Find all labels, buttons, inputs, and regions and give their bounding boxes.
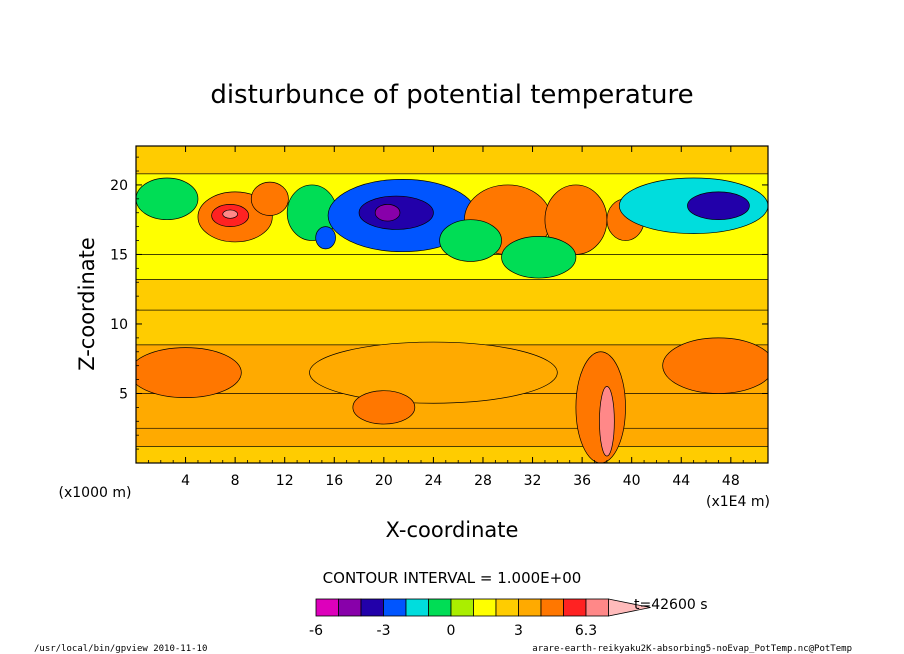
y-tick-label: 15 bbox=[110, 247, 128, 263]
contour-band-8 bbox=[136, 146, 768, 175]
x-tick-label: 36 bbox=[573, 473, 591, 489]
colorbar-tick-label: 3 bbox=[514, 623, 523, 639]
contour-feature-15 bbox=[374, 204, 401, 222]
colorbar-swatch bbox=[338, 598, 362, 617]
contour-feature-1 bbox=[662, 337, 768, 394]
contour-band-6 bbox=[136, 254, 768, 280]
contour-feature-10 bbox=[136, 177, 199, 221]
y-tick-label: 10 bbox=[110, 317, 128, 333]
contour-feature-2 bbox=[309, 341, 558, 404]
contour-feature-0 bbox=[136, 347, 242, 398]
colorbar-swatch bbox=[450, 598, 474, 617]
x-tick-label: 48 bbox=[722, 473, 740, 489]
colorbar-swatch bbox=[495, 598, 519, 617]
colorbar-swatch bbox=[360, 598, 384, 617]
x-tick-label: 16 bbox=[325, 473, 343, 489]
colorbar-swatch bbox=[563, 598, 587, 617]
y-unit-label: (x1000 m) bbox=[59, 485, 132, 501]
contour-field bbox=[136, 146, 768, 463]
plot-frame bbox=[135, 145, 769, 464]
x-tick-label: 44 bbox=[672, 473, 690, 489]
colorbar-tick-label: 6.3 bbox=[575, 623, 597, 639]
contour-feature-5 bbox=[352, 390, 416, 425]
x-axis-ticks: 4 8 12 16 20 24 28 32 36 40 44 48 bbox=[147, 146, 757, 489]
contour-feature-12 bbox=[315, 226, 336, 250]
y-tick-label: 5 bbox=[119, 386, 128, 402]
colorbar-tick-label: -3 bbox=[377, 623, 391, 639]
contour-interval-label: CONTOUR INTERVAL = 1.000E+00 bbox=[323, 569, 582, 587]
x-tick-label: 8 bbox=[231, 473, 240, 489]
colorbar-tick-label: -6 bbox=[309, 623, 323, 639]
footer-left: /usr/local/bin/gpview 2010-11-10 bbox=[34, 644, 207, 654]
x-axis-label: X-coordinate bbox=[386, 518, 519, 542]
colorbar-swatch bbox=[585, 598, 609, 617]
contour-band-1 bbox=[136, 427, 768, 447]
y-axis-ticks: 5 10 15 20 bbox=[110, 156, 768, 450]
contour-feature-8 bbox=[222, 209, 238, 219]
x-tick-label: 40 bbox=[623, 473, 641, 489]
colorbar-swatch bbox=[473, 598, 497, 617]
contour-feature-21 bbox=[687, 191, 750, 221]
time-label: t=42600 s bbox=[634, 597, 708, 613]
colorbar-swatch bbox=[315, 598, 339, 617]
contour-feature-9 bbox=[250, 181, 289, 216]
x-tick-label: 20 bbox=[375, 473, 393, 489]
colorbar-extension-arrow bbox=[608, 598, 651, 617]
contour-feature-17 bbox=[439, 219, 502, 262]
colorbar-swatch bbox=[428, 598, 452, 617]
contour-band-4 bbox=[136, 309, 768, 346]
contour-feature-4 bbox=[599, 386, 615, 457]
x-unit-label: (x1E4 m) bbox=[706, 494, 770, 510]
y-axis-label: Z-coordinate bbox=[75, 237, 99, 371]
x-tick-label: 32 bbox=[524, 473, 542, 489]
x-tick-label: 24 bbox=[424, 473, 442, 489]
colorbar: -6 -3 0 3 6.3 bbox=[309, 598, 651, 639]
colorbar-swatch bbox=[405, 598, 429, 617]
colorbar-swatch bbox=[383, 598, 407, 617]
chart-title: disturbunce of potential temperature bbox=[210, 80, 693, 110]
contour-band-5 bbox=[136, 279, 768, 311]
contour-feature-22 bbox=[501, 236, 577, 279]
y-tick-label: 20 bbox=[110, 178, 128, 194]
colorbar-tick-label: 0 bbox=[447, 623, 456, 639]
colorbar-swatch bbox=[540, 598, 564, 617]
footer-right: arare-earth-reikyaku2K-absorbing5-noEvap… bbox=[532, 644, 852, 654]
x-tick-label: 12 bbox=[276, 473, 294, 489]
x-tick-label: 28 bbox=[474, 473, 492, 489]
colorbar-swatch bbox=[518, 598, 542, 617]
x-tick-label: 4 bbox=[181, 473, 190, 489]
contour-band-0 bbox=[136, 446, 768, 463]
